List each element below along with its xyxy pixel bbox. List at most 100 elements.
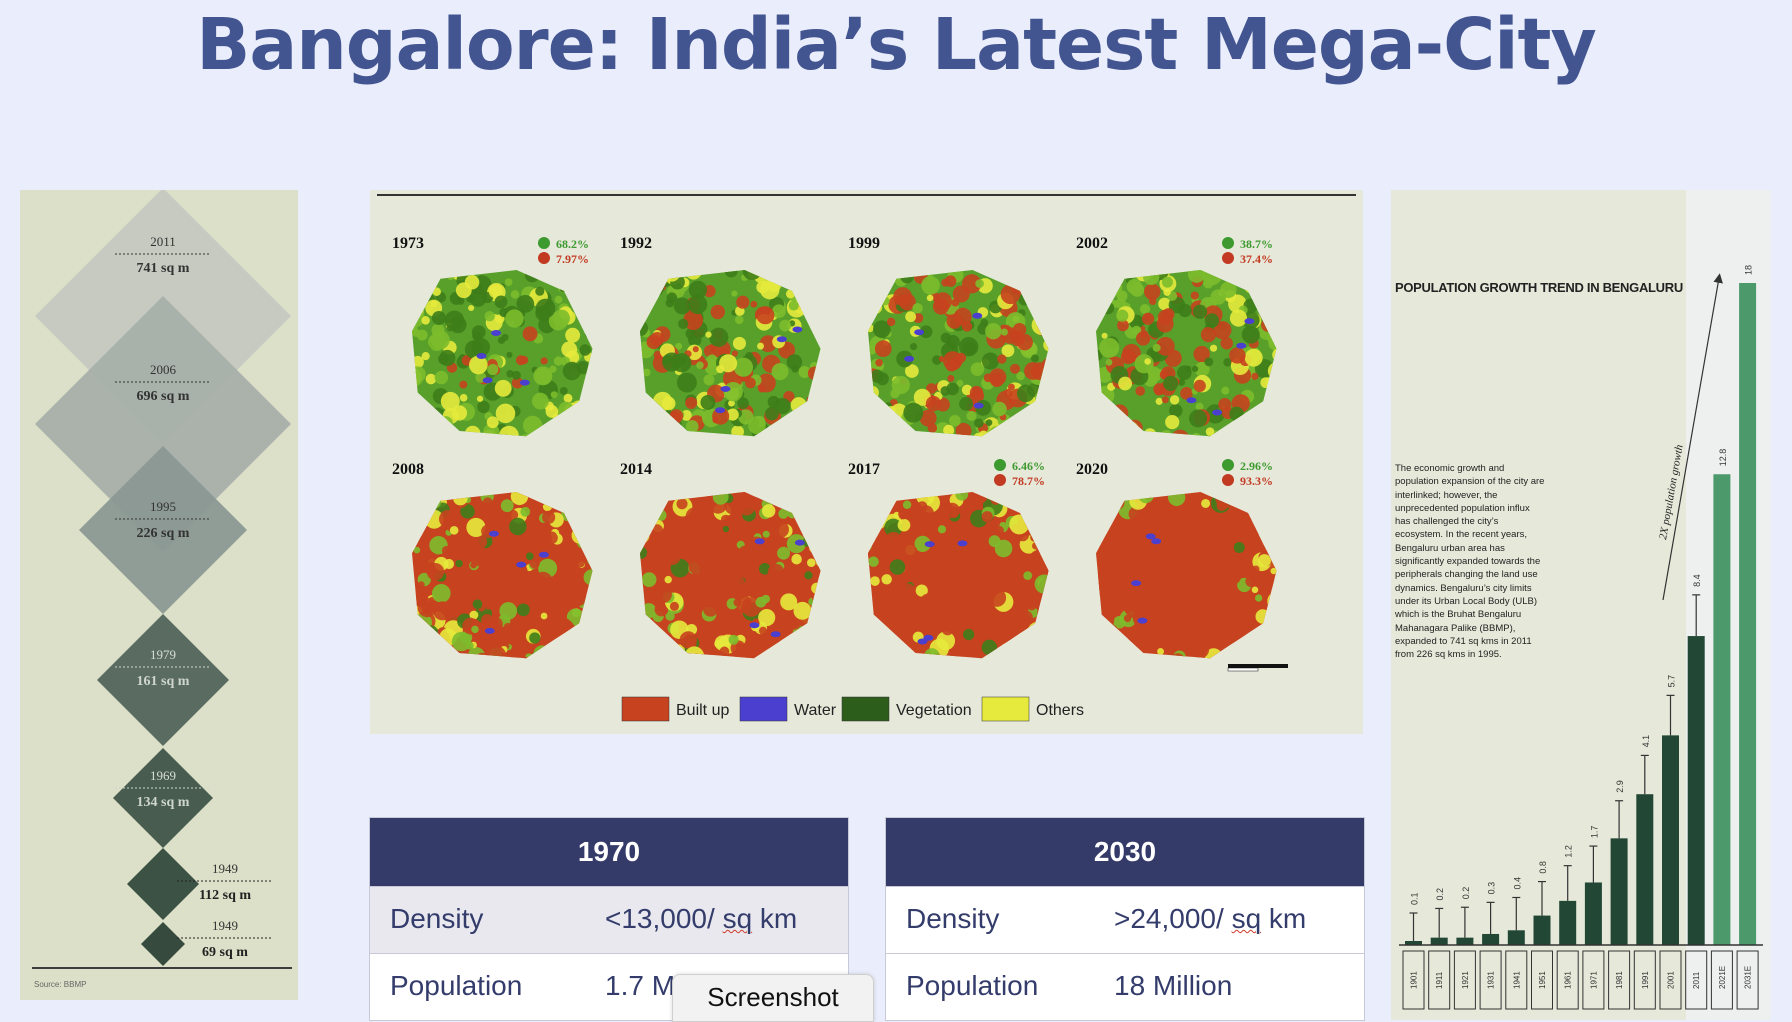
- map-landuse-patch: [809, 544, 818, 553]
- map-landuse-patch: [1202, 445, 1216, 459]
- map-year-label: 2002: [1076, 235, 1108, 252]
- map-landuse-patch: [691, 663, 708, 680]
- map-landuse-patch: [1045, 379, 1049, 396]
- bar: [1456, 937, 1474, 945]
- map-landuse-patch: [431, 659, 448, 676]
- map-landuse-patch: [640, 492, 654, 507]
- veg-dot: [538, 237, 550, 249]
- map-landuse-patch: [661, 270, 676, 279]
- map-landuse-patch: [949, 648, 963, 659]
- map-landuse-patch: [1131, 663, 1139, 671]
- map-landuse-patch: [1245, 522, 1260, 537]
- map-landuse-patch: [573, 634, 582, 643]
- map-landuse-patch: [1278, 305, 1292, 319]
- map-landuse-patch: [831, 599, 842, 610]
- map-landuse-patch: [1041, 291, 1049, 306]
- map-landuse-patch: [765, 651, 784, 659]
- map-landuse-patch: [1172, 532, 1180, 540]
- map-landuse-patch: [1275, 284, 1277, 299]
- map-landuse-patch: [1205, 427, 1215, 436]
- map-landuse-patch: [496, 517, 506, 527]
- map-landuse-patch: [1288, 527, 1303, 542]
- map-water-body: [972, 312, 983, 319]
- map-landuse-patch: [1215, 492, 1236, 509]
- map-landuse-patch: [679, 631, 697, 649]
- map-landuse-patch: [791, 553, 802, 565]
- map-landuse-patch: [990, 495, 1001, 505]
- map-landuse-patch: [1041, 540, 1049, 555]
- map-landuse-patch: [888, 270, 898, 279]
- map-landuse-patch: [559, 386, 568, 395]
- map-landuse-patch: [568, 643, 575, 651]
- map-landuse-patch: [869, 512, 887, 530]
- bar: [1482, 933, 1500, 945]
- map-landuse-patch: [1111, 419, 1132, 437]
- map-landuse-patch: [551, 668, 565, 682]
- map-landuse-patch: [896, 642, 906, 652]
- map-landuse-patch: [412, 399, 424, 418]
- map-landuse-patch: [464, 274, 480, 290]
- map-landuse-patch: [755, 596, 767, 608]
- map-landuse-patch: [1242, 271, 1255, 284]
- value-label: 1.2: [1564, 845, 1574, 858]
- map-landuse-patch: [1178, 665, 1189, 676]
- map-landuse-patch: [893, 429, 911, 437]
- map-landuse-patch: [1163, 375, 1179, 392]
- population-chart-panel: 0.1 1901 0.2 1911 0.2 1921 0.3 1931 0.4 1941 0.8 19…: [1391, 190, 1771, 1020]
- map-landuse-patch: [757, 384, 766, 393]
- map-landuse-patch: [1285, 304, 1300, 319]
- map-landuse-patch: [564, 270, 577, 281]
- map-landuse-patch: [1055, 361, 1068, 374]
- map-landuse-patch: [800, 649, 812, 659]
- map-landuse-patch: [714, 639, 723, 648]
- map-landuse-patch: [694, 663, 711, 680]
- map-landuse-patch: [554, 635, 573, 654]
- map-landuse-patch: [1016, 333, 1033, 351]
- map-landuse-patch: [461, 535, 474, 548]
- map-landuse-patch: [1037, 322, 1046, 330]
- map-water-body: [957, 540, 968, 547]
- map-water-body: [1186, 397, 1197, 404]
- map-landuse-patch: [412, 418, 422, 429]
- map-landuse-patch: [1229, 309, 1248, 327]
- map-landuse-patch: [771, 520, 789, 538]
- map-landuse-patch: [800, 520, 811, 530]
- map-landuse-patch: [554, 295, 563, 304]
- table-row-density: Density >24,000/ sq km: [886, 886, 1364, 953]
- map-landuse-patch: [981, 511, 993, 523]
- map-landuse-patch: [1245, 575, 1257, 588]
- map-landuse-patch: [496, 667, 514, 685]
- map-landuse-patch: [419, 668, 425, 674]
- map-landuse-patch: [495, 403, 516, 424]
- map-landuse-patch: [488, 284, 503, 299]
- map-landuse-patch: [1117, 319, 1129, 332]
- x-tick-label: 1981: [1615, 971, 1624, 989]
- row-label: Population: [906, 970, 1039, 1001]
- map-landuse-patch: [825, 424, 839, 438]
- map-landuse-patch: [1031, 315, 1049, 335]
- map-landuse-patch: [1103, 554, 1120, 571]
- map-landuse-patch: [640, 295, 645, 305]
- map-landuse-patch: [460, 504, 475, 519]
- map-landuse-patch: [496, 434, 512, 437]
- map-landuse-patch: [928, 512, 937, 521]
- stats-table-2030: 2030 Density >24,000/ sq km Population 1…: [885, 817, 1365, 1021]
- area-year-label: 1995: [150, 499, 176, 514]
- map-water-body: [516, 561, 527, 568]
- map-landuse-patch: [765, 542, 773, 551]
- map-landuse-patch: [1017, 600, 1029, 611]
- map-landuse-patch: [1092, 445, 1107, 460]
- map-landuse-patch: [1181, 626, 1201, 646]
- map-landuse-patch: [742, 270, 762, 281]
- map-landuse-patch: [690, 431, 705, 437]
- map-landuse-patch: [1159, 370, 1169, 380]
- map-landuse-patch: [1223, 573, 1230, 580]
- map-landuse-patch: [1221, 386, 1230, 395]
- map-landuse-patch: [1234, 527, 1243, 536]
- map-landuse-patch: [601, 345, 619, 363]
- map-landuse-patch: [589, 270, 593, 279]
- map-landuse-patch: [974, 552, 986, 564]
- map-landuse-patch: [510, 492, 529, 506]
- map-landuse-patch: [529, 632, 541, 644]
- map-water-body: [904, 355, 915, 362]
